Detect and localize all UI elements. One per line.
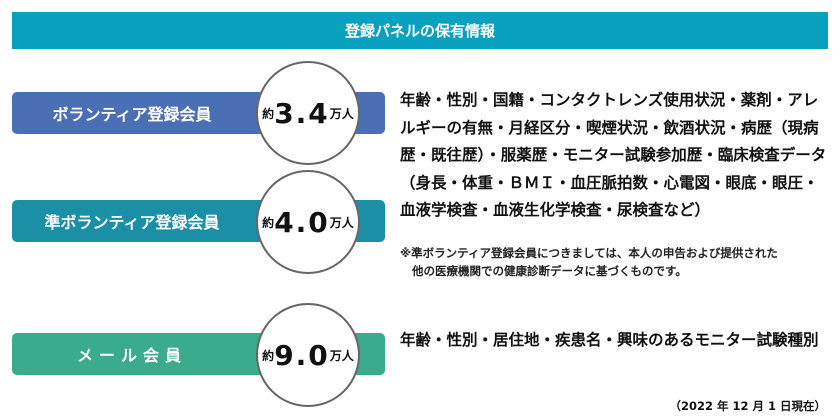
count-unit: 万人 <box>329 348 354 363</box>
count-prefix: 約 <box>262 215 275 230</box>
semi-volunteer-count-badge: 約 4.0 万人 <box>256 170 360 274</box>
semi-volunteer-member-label: 準ボランティア登録会員 <box>44 213 220 232</box>
as-of-date: （2022 年 12 月 1 日現在） <box>669 399 826 413</box>
footnote-line: ※準ボランティア登録会員につきましては、本人の申告および提供された <box>400 246 778 260</box>
count-value: 4.0 <box>274 205 330 239</box>
count-unit: 万人 <box>329 215 354 230</box>
count-unit: 万人 <box>329 106 354 121</box>
footnote: ※準ボランティア登録会員につきましては、本人の申告および提供された他の医療機関で… <box>400 244 830 280</box>
mail-member-label: メール会員 <box>76 346 187 365</box>
count-prefix: 約 <box>262 348 275 363</box>
mail-info-text: 年齢・性別・居住地・疾患名・興味のあるモニター試験種別 <box>400 331 819 349</box>
volunteer-info-text: 年齢・性別・国籍・コンタクトレンズ使用状況・薬剤・アレルギーの有無・月経区分・喫… <box>400 91 827 219</box>
count-value: 9.0 <box>274 338 330 372</box>
volunteer-count-badge: 約 3.4 万人 <box>256 61 360 165</box>
count-value: 3.4 <box>274 96 330 130</box>
mail-count-badge: 約 9.0 万人 <box>256 303 360 407</box>
volunteer-member-label: ボランティア登録会員 <box>52 105 212 124</box>
count-prefix: 約 <box>262 106 275 121</box>
footnote-line: 他の医療機関での健康診断データに基づくものです。 <box>412 264 687 278</box>
page-title: 登録パネルの保有情報 <box>12 12 828 49</box>
